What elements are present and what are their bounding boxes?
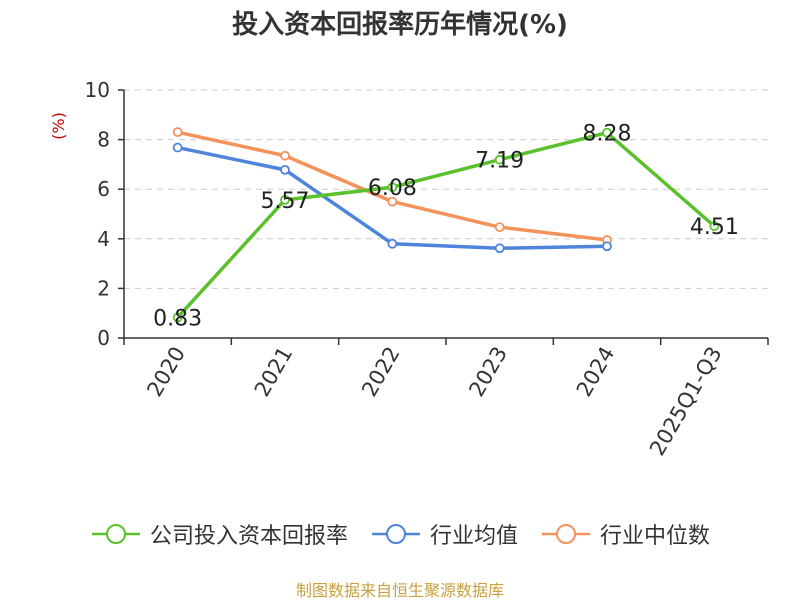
legend-marker-icon: [91, 524, 140, 544]
legend-marker-icon: [371, 524, 420, 544]
x-tick-label: 2021: [250, 343, 298, 401]
grid-lines: [124, 89, 768, 289]
y-tick-label: 8: [97, 128, 110, 152]
data-point: [709, 221, 720, 232]
data-point: [172, 312, 183, 323]
legend-label: 行业均值: [429, 524, 518, 549]
legend-item[interactable]: 公司投入资本回报率: [90, 518, 348, 550]
legend-item[interactable]: 行业中位数: [540, 518, 710, 550]
data-point: [172, 142, 183, 153]
data-point: [387, 182, 398, 193]
legend-marker-icon: [542, 524, 590, 544]
y-axis-label: (%): [49, 112, 68, 140]
y-tick-label: 0: [97, 326, 110, 350]
data-point: [280, 150, 290, 161]
data-point: [494, 222, 505, 233]
data-label: 7.19: [475, 149, 524, 174]
data-point: [494, 243, 505, 254]
data-label: 0.83: [153, 306, 202, 331]
legend-label: 行业中位数: [600, 524, 711, 549]
x-tick-label: 2023: [464, 342, 512, 400]
x-tick-label: 2025Q1-Q3: [645, 343, 727, 460]
x-tick-label: 2024: [572, 343, 620, 401]
data-label: 8.28: [583, 122, 632, 147]
series-lines: [172, 127, 720, 323]
y-tick-label: 10: [85, 78, 110, 102]
data-point: [494, 154, 505, 165]
data-point: [280, 194, 290, 205]
y-tick-label: 4: [97, 227, 110, 251]
axes: 0 2 4 6 8 10 (%) 2020 2021 2022 2023 2024 2025Q1-Q3: [49, 78, 769, 460]
legend-item[interactable]: 行业均值: [370, 518, 518, 550]
x-tick-label: 2022: [357, 343, 405, 401]
y-tick-label: 6: [97, 177, 110, 201]
data-point: [280, 164, 290, 175]
data-point: [602, 241, 612, 252]
chart-title: 投入资本回报率历年情况(%): [232, 10, 568, 40]
x-tick-label: 2020: [142, 343, 190, 401]
data-point: [387, 238, 398, 249]
data-point: [387, 196, 398, 207]
legend-label: 公司投入资本回报率: [149, 524, 348, 549]
series-line: [176, 130, 716, 319]
data-point: [602, 127, 612, 138]
source-note: 制图数据来自恒生聚源数据库: [295, 581, 504, 600]
data-label: 5.57: [261, 189, 310, 214]
data-label: 4.51: [690, 215, 739, 240]
legend: 公司投入资本回报率 行业均值 行业中位数: [0, 518, 800, 550]
y-tick-label: 2: [97, 276, 110, 300]
data-point: [172, 127, 183, 138]
data-labels: 0.83 5.57 6.08 7.19 8.28 4.51: [153, 122, 739, 332]
data-label: 6.08: [368, 176, 417, 201]
